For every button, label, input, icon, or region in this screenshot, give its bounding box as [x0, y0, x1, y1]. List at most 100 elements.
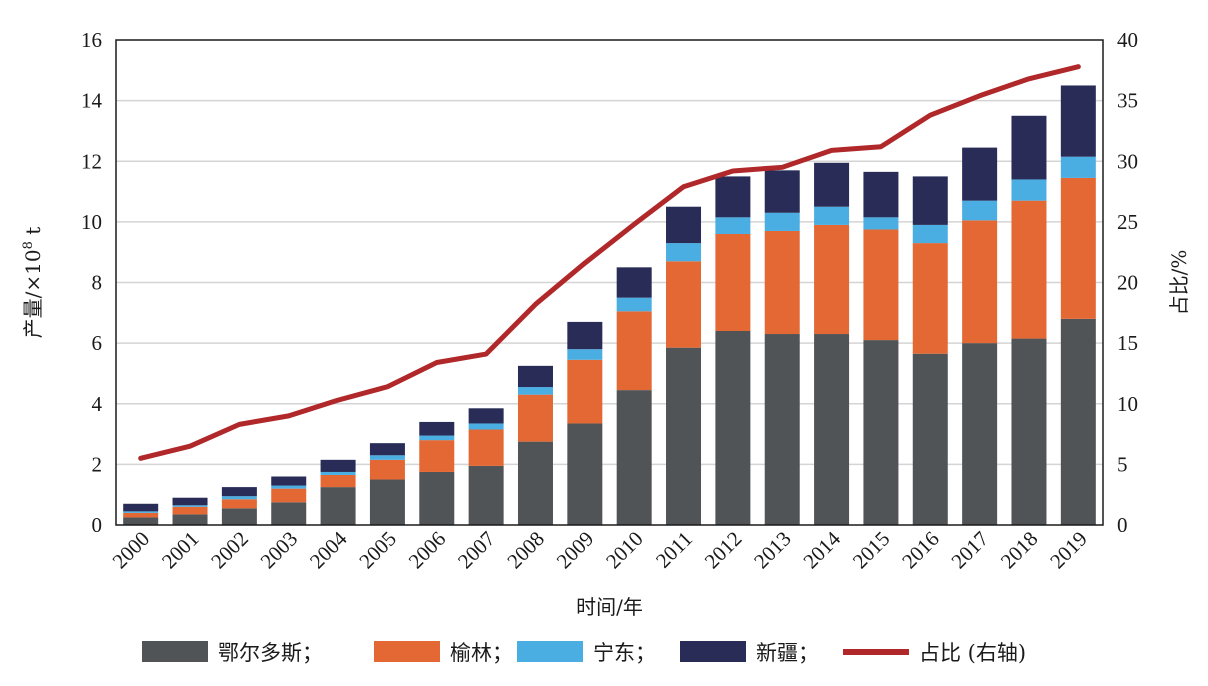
y2-tick-label: 10 [1117, 392, 1138, 416]
bar-segment-新疆-2019 [1060, 85, 1096, 157]
bar-segment-新疆-2013 [764, 170, 800, 213]
x-tick-label: 2001 [157, 527, 204, 574]
bar-segment-鄂尔多斯-2005 [369, 479, 405, 525]
x-tick-label: 2014 [798, 526, 845, 573]
bar-segment-新疆-2002 [221, 487, 257, 497]
bar-segment-榆林-2016 [912, 243, 948, 354]
y-tick-label: 0 [92, 513, 103, 537]
bar-segment-宁东-2014 [814, 206, 850, 225]
bar-segment-宁东-2013 [764, 212, 800, 231]
bar-segment-宁东-2005 [369, 455, 405, 460]
y-axis-title-exponent: 8 [21, 241, 36, 249]
y-axis-title-main: 产量/×10 [21, 249, 45, 338]
bar-segment-鄂尔多斯-2003 [271, 502, 307, 525]
bar-segment-新疆-2018 [1011, 115, 1047, 180]
bar-segment-榆林-2003 [271, 488, 307, 503]
bar-segment-新疆-2011 [666, 206, 702, 244]
bar-segment-鄂尔多斯-2013 [764, 334, 800, 525]
y2-tick-label: 30 [1117, 149, 1138, 173]
legend-label: 榆林； [450, 641, 513, 665]
bar-segment-榆林-2011 [666, 261, 702, 348]
bar-segment-宁东-2015 [863, 217, 899, 230]
y-tick-label: 16 [81, 28, 102, 52]
bar-segment-新疆-2003 [271, 476, 307, 486]
y-tick-label: 4 [92, 392, 103, 416]
y-axis-title: 产量/×108 t [21, 227, 45, 339]
x-tick-label: 2003 [256, 527, 303, 574]
bar-segment-新疆-2005 [369, 443, 405, 456]
bar-segment-榆林-2019 [1060, 177, 1096, 319]
bar-segment-鄂尔多斯-2002 [221, 508, 257, 525]
bar-segment-榆林-2000 [123, 512, 159, 518]
plot-frame [115, 39, 1104, 526]
bar-segment-宁东-2010 [616, 297, 652, 312]
bar-segment-鄂尔多斯-2010 [616, 390, 652, 525]
bar-segment-榆林-2004 [320, 474, 356, 488]
bar-segment-宁东-2008 [517, 387, 553, 395]
x-tick-label: 2016 [897, 527, 944, 574]
bar-segment-鄂尔多斯-2004 [320, 487, 356, 525]
bar-segment-榆林-2008 [517, 394, 553, 442]
bar-segment-榆林-2015 [863, 229, 899, 341]
y-tick-label: 10 [81, 210, 102, 234]
bar-segment-宁东-2001 [172, 505, 208, 507]
bar-segment-鄂尔多斯-2000 [123, 517, 159, 525]
bar-segment-鄂尔多斯-2006 [419, 471, 455, 525]
x-tick-label: 2018 [996, 527, 1043, 574]
legend-label: 宁东； [593, 641, 656, 665]
legend-label: 新疆； [756, 641, 819, 665]
bar-segment-鄂尔多斯-2016 [912, 353, 948, 525]
x-tick-label: 2008 [502, 527, 549, 574]
bar-segment-鄂尔多斯-2017 [962, 343, 998, 526]
legend-swatch [142, 641, 208, 662]
bar-segment-新疆-2012 [715, 176, 751, 218]
bar-segment-榆林-2007 [468, 429, 504, 466]
gridlines [116, 99, 1103, 466]
legend-swatch [517, 641, 583, 662]
legend-label: 鄂尔多斯； [218, 641, 323, 665]
bar-series-group [123, 85, 1096, 526]
bar-segment-宁东-2017 [962, 200, 998, 221]
bar-segment-宁东-2006 [419, 435, 455, 441]
legend: 鄂尔多斯； 榆林； 宁东； 新疆； 占比 (右轴) [142, 641, 1026, 665]
bar-segment-新疆-2000 [123, 503, 159, 512]
x-tick-label: 2007 [453, 527, 500, 574]
bar-segment-鄂尔多斯-2015 [863, 340, 899, 525]
bar-segment-鄂尔多斯-2011 [666, 347, 702, 525]
y-tick-label: 12 [81, 149, 102, 173]
y-axis-title-unit: t [21, 227, 45, 241]
y2-tick-label: 35 [1117, 89, 1138, 113]
bar-segment-榆林-2009 [567, 359, 603, 424]
x-tick-label: 2005 [354, 527, 401, 574]
x-tick-label: 2006 [404, 527, 451, 574]
bar-segment-新疆-2010 [616, 267, 652, 298]
bar-segment-新疆-2016 [912, 176, 948, 225]
bar-segment-鄂尔多斯-2001 [172, 514, 208, 525]
y-tick-label: 8 [92, 271, 103, 295]
y-tick-label: 14 [81, 89, 103, 113]
bar-segment-宁东-2000 [123, 511, 159, 513]
bar-segment-榆林-2018 [1011, 200, 1047, 339]
y-tick-label: 6 [92, 331, 103, 355]
x-tick-label: 2009 [552, 527, 599, 574]
y2-tick-label: 20 [1117, 271, 1138, 295]
bar-segment-宁东-2003 [271, 485, 307, 489]
bar-segment-宁东-2004 [320, 471, 356, 475]
bar-segment-宁东-2019 [1060, 156, 1096, 178]
x-tick-label: 2000 [108, 527, 155, 574]
x-tick-label: 2017 [946, 527, 993, 574]
bar-segment-榆林-2014 [814, 224, 850, 335]
bar-segment-宁东-2012 [715, 217, 751, 234]
bar-segment-鄂尔多斯-2019 [1060, 318, 1096, 526]
bar-segment-新疆-2007 [468, 408, 504, 424]
x-tick-label: 2015 [848, 527, 895, 574]
bar-segment-鄂尔多斯-2014 [814, 334, 850, 525]
bar-segment-鄂尔多斯-2018 [1011, 338, 1047, 525]
bar-segment-新疆-2017 [962, 147, 998, 201]
legend-swatch [374, 641, 440, 662]
bar-segment-新疆-2004 [320, 459, 356, 472]
bar-segment-榆林-2002 [221, 499, 257, 509]
bar-segment-宁东-2002 [221, 496, 257, 500]
